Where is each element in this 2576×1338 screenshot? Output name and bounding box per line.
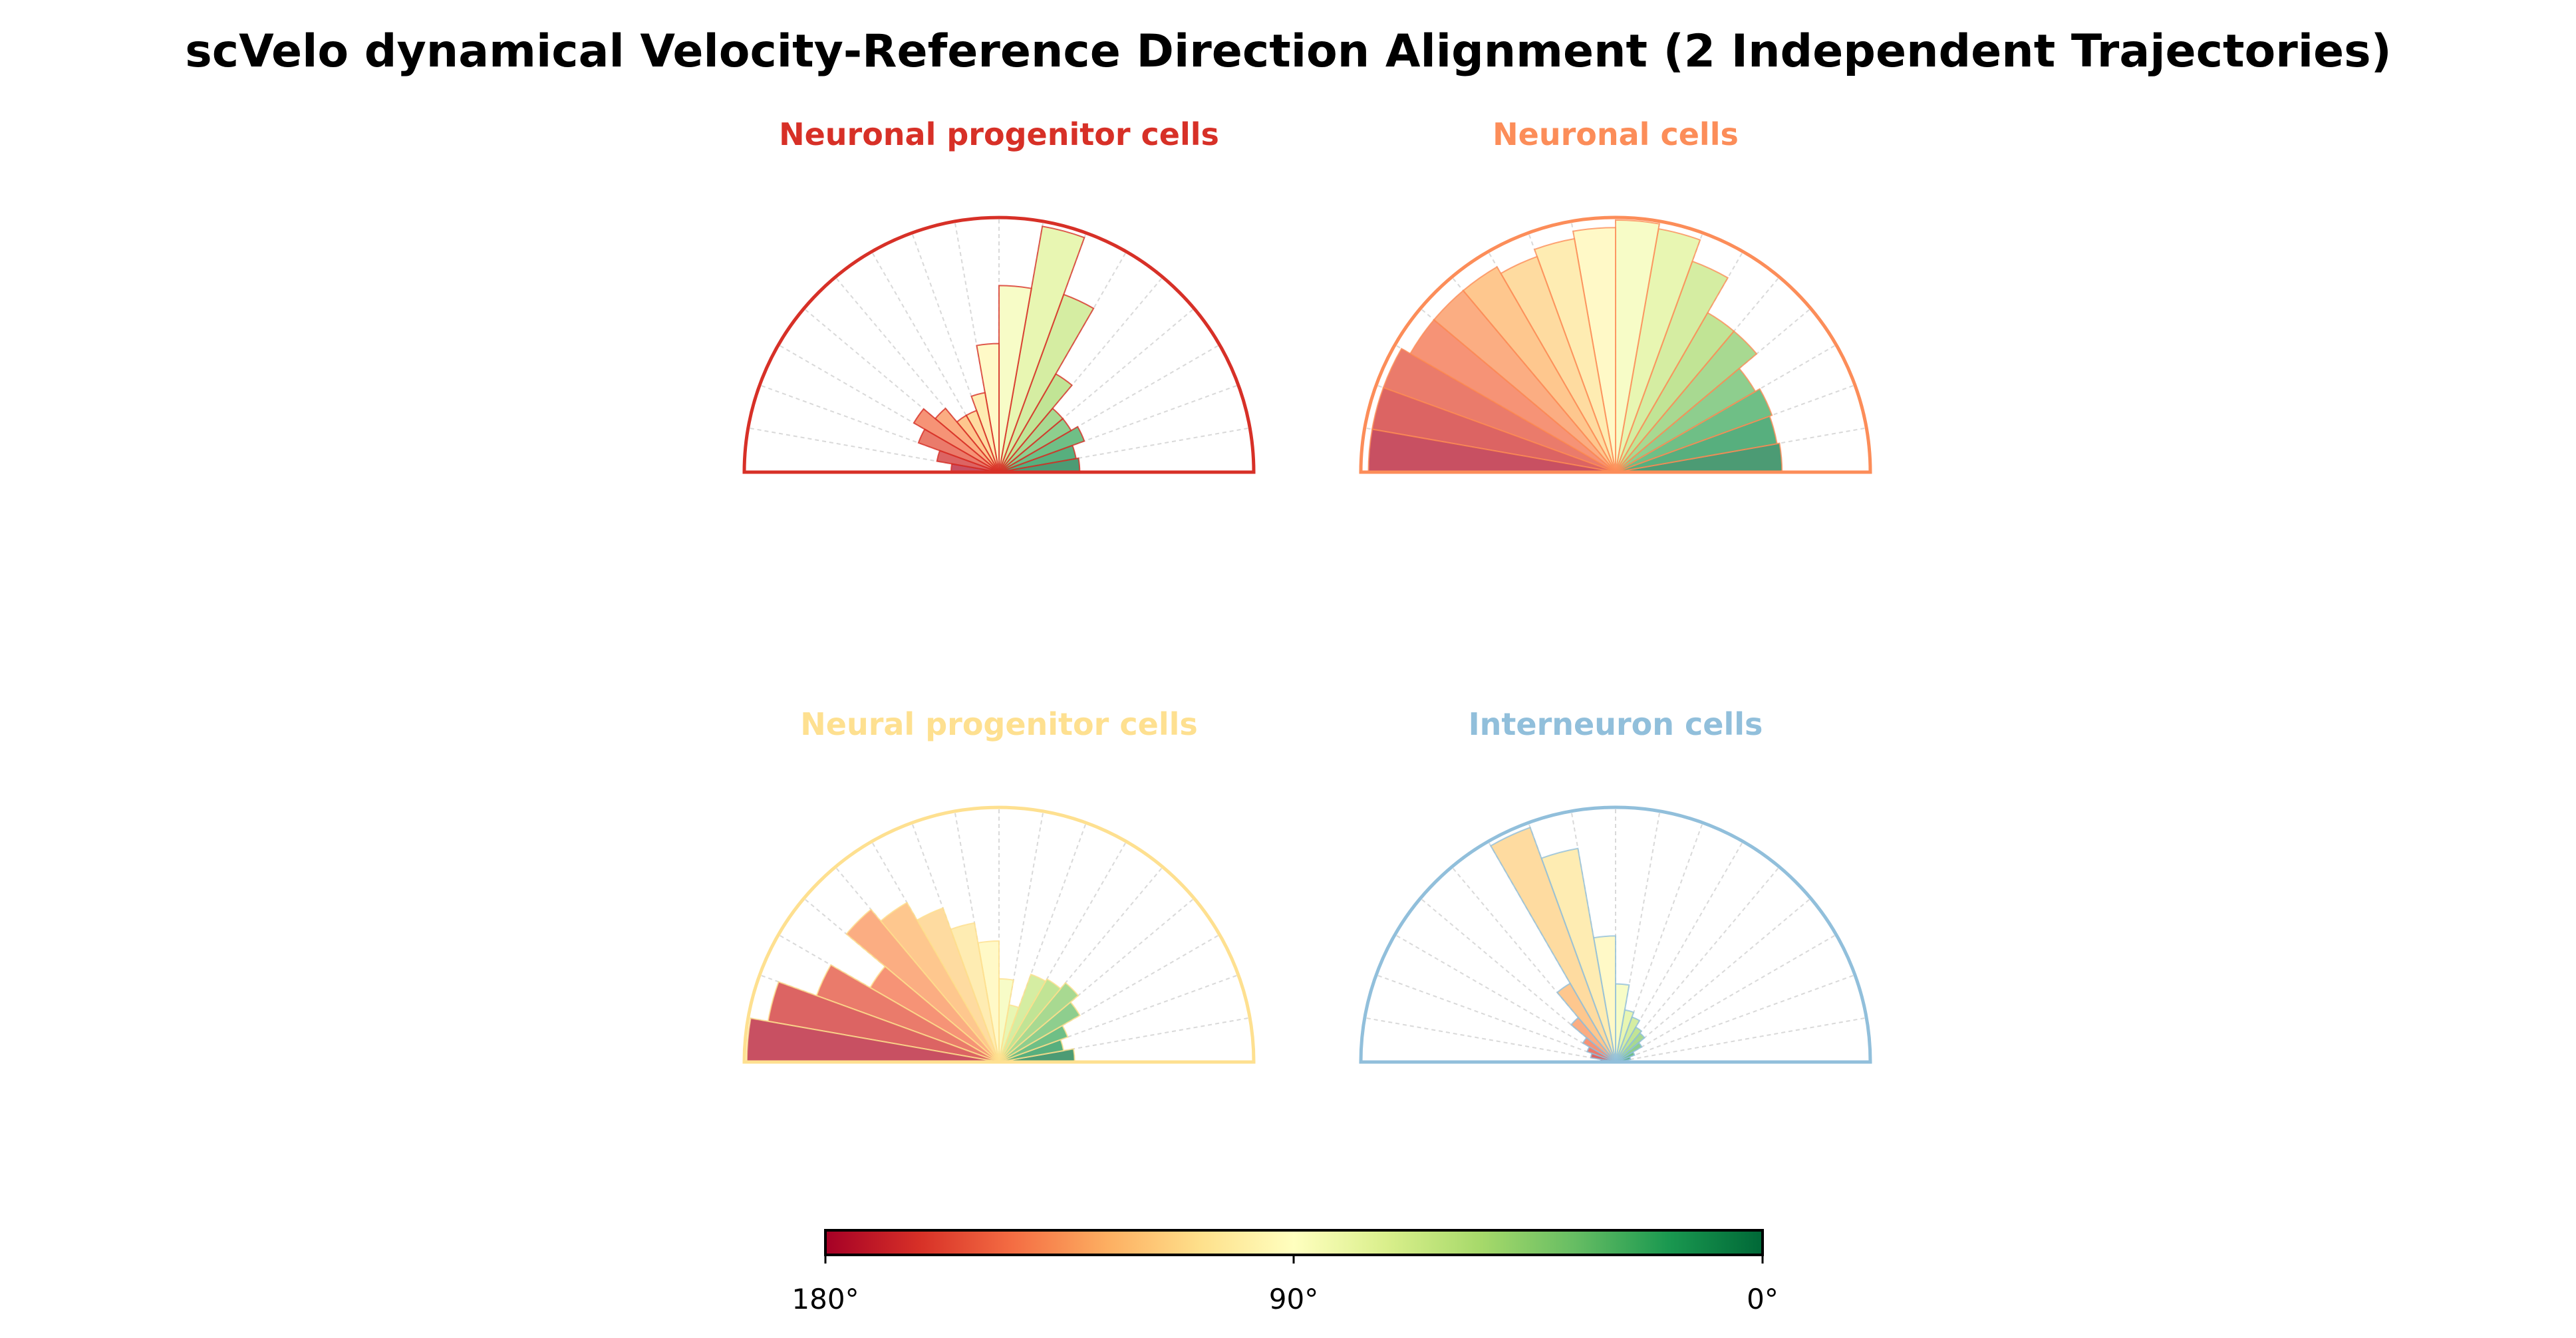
colorbar-gradient [824,1229,1764,1256]
panel-title: Neural progenitor cells [800,706,1197,742]
gridline [1615,934,1837,1063]
gridline [998,384,1239,473]
colorbar-tick-label: 180° [791,1283,859,1315]
colorbar: 180° 90° 0° [791,1229,1779,1315]
polar-panel: Neuronal cells [1359,116,1872,474]
panel-outline [742,805,1256,1064]
gridline [1394,934,1616,1063]
gridline [1451,866,1616,1063]
gridline [998,934,1220,1063]
polar-bar [998,285,1032,473]
polar-bar [1586,1045,1616,1063]
colorbar-tick-label: 90° [1269,1283,1318,1315]
panel-outline [1359,805,1872,1064]
gridline [1364,1017,1616,1063]
polar-bar [1533,237,1616,473]
gridline [998,974,1239,1063]
figure-title: scVelo dynamical Velocity-Reference Dire… [185,25,2391,78]
gridline [748,427,1000,473]
polar-bar [998,973,1047,1063]
gridline [1615,811,1661,1063]
gridline [998,308,1195,473]
gridline [998,866,1163,1063]
polar-bar [936,450,1000,473]
gridline [998,898,1195,1063]
gridline [998,841,1127,1063]
polar-panel: Interneuron cells [1359,706,1872,1064]
gridline [759,384,1000,473]
polar-bar [845,908,1000,1063]
polar-bar [917,428,1000,473]
polar-bar [1615,219,1660,473]
colorbar-tick-label: 0° [1747,1283,1779,1315]
polar-bar [1489,826,1616,1063]
gridline [1419,898,1616,1063]
panel-outline [1359,215,1872,474]
gridline [998,276,1163,473]
polar-bar [998,982,1079,1063]
panel-title: Interneuron cells [1469,706,1763,742]
polar-panels: Neuronal progenitor cells Neuronal cells N… [742,116,1872,1064]
gridline [778,344,1000,473]
gridline [998,811,1044,1063]
polar-bar [1615,388,1773,473]
gridline [1615,866,1780,1063]
polar-bar [913,408,1000,473]
polar-bar [1556,982,1616,1063]
polar-panel: Neural progenitor cells [742,706,1256,1064]
gridline [1615,974,1856,1063]
panel-title: Neuronal progenitor cells [779,116,1219,152]
polar-bar [998,225,1085,473]
polar-bar [1570,1016,1616,1063]
gridline [1615,822,1703,1063]
gridline [998,1017,1250,1063]
gridline [998,822,1087,1063]
gridline [1375,974,1616,1063]
gridline [1615,1017,1867,1063]
polar-bar [998,978,1062,1063]
gridline [998,344,1220,473]
polar-bar [1582,1037,1616,1063]
gridline [998,427,1250,473]
gridline [871,251,1000,473]
gridline [1615,898,1812,1063]
gridline [1615,841,1744,1063]
gridline [803,308,1000,473]
panel-outline [742,215,1256,474]
panel-title: Neuronal cells [1493,116,1739,152]
polar-panel: Neuronal progenitor cells [742,116,1256,474]
gridline [911,232,1000,473]
polar-bar [998,426,1085,473]
gridline [835,276,1000,473]
polar-bar [1590,1052,1616,1063]
